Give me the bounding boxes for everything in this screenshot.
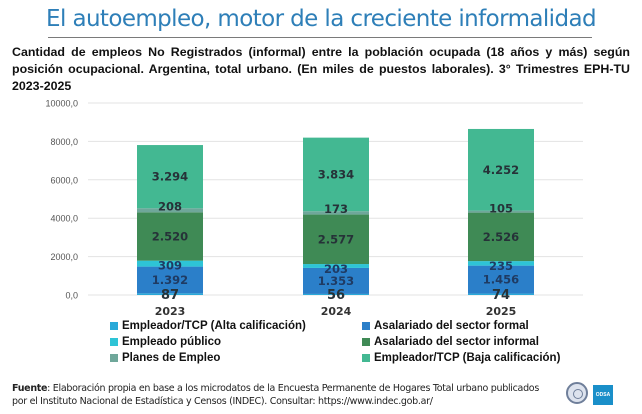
data-label: 173 <box>324 202 348 216</box>
x-tick-label: 2024 <box>321 305 352 318</box>
bar-segment <box>468 265 534 294</box>
legend-swatch <box>110 338 118 346</box>
bar-segment <box>137 212 203 261</box>
legend-item: Planes de Empleo <box>110 352 220 364</box>
bar-segment <box>303 293 369 295</box>
y-tick-label: 10000,0 <box>45 99 78 109</box>
y-tick-label: 8000,0 <box>50 137 78 147</box>
legend-swatch <box>362 354 370 362</box>
data-label: 3.294 <box>152 170 188 184</box>
legend-swatch <box>362 338 370 346</box>
university-seal-logo <box>566 382 588 404</box>
legend-item: Empleado público <box>110 336 221 348</box>
bar-segment <box>303 211 369 215</box>
source-note: Fuente: Elaboración propia en base a los… <box>12 382 552 408</box>
legend-label: Empleador/TCP (Baja calificación) <box>374 352 561 364</box>
bar-segment <box>137 208 203 213</box>
chart-subtitle: Cantidad de empleos No Registrados (info… <box>12 45 630 93</box>
legend-item: Empleador/TCP (Baja calificación) <box>362 352 560 364</box>
bar-segment <box>468 128 534 211</box>
y-tick-label: 4000,0 <box>50 214 78 224</box>
legend-label: Asalariado del sector informal <box>374 336 539 348</box>
data-label: 56 <box>327 288 345 303</box>
data-label: 203 <box>324 262 348 276</box>
source-label: Fuente <box>12 383 48 394</box>
bar-segment <box>303 214 369 265</box>
odsa-logo: ODSA <box>593 385 613 405</box>
data-label: 2.577 <box>318 232 354 246</box>
bar-segment <box>468 293 534 295</box>
data-label: 3.834 <box>318 167 354 181</box>
data-label: 309 <box>158 259 182 273</box>
legend-item: Empleador/TCP (Alta calificación) <box>110 320 306 332</box>
legend-swatch <box>110 354 118 362</box>
data-label: 74 <box>492 288 510 303</box>
bar-segment <box>137 293 203 295</box>
x-tick-label: 2025 <box>486 305 517 318</box>
data-label: 208 <box>158 199 182 213</box>
bar-segment <box>468 210 534 213</box>
bar-segment <box>137 266 203 294</box>
y-tick-label: 0,0 <box>65 291 78 301</box>
legend-label: Planes de Empleo <box>122 352 221 364</box>
data-label: 2.520 <box>152 229 188 243</box>
legend-item: Asalariado del sector formal <box>362 320 529 332</box>
title-divider <box>48 37 592 38</box>
source-text: : Elaboración propia en base a los micro… <box>12 383 539 407</box>
bar-segment <box>137 260 203 267</box>
x-tick-label: 2023 <box>155 305 186 318</box>
data-label: 1.353 <box>318 274 354 288</box>
legend-label: Empleado público <box>122 336 222 348</box>
data-label: 1.456 <box>483 273 519 287</box>
data-label: 2.526 <box>483 230 519 244</box>
page-title: El autoempleo, motor de la creciente inf… <box>46 6 597 32</box>
data-label: 87 <box>161 288 179 303</box>
bar-segment <box>303 137 369 212</box>
data-label: 235 <box>489 259 513 273</box>
legend-item: Asalariado del sector informal <box>362 336 539 348</box>
y-tick-label: 6000,0 <box>50 175 78 185</box>
bar-segment <box>303 264 369 268</box>
y-tick-label: 2000,0 <box>50 252 78 262</box>
bar-segment <box>468 212 534 262</box>
legend-label: Asalariado del sector formal <box>374 320 529 332</box>
bar-segment <box>137 145 203 209</box>
bar-segment <box>468 261 534 266</box>
data-label: 105 <box>489 202 513 216</box>
data-label: 4.252 <box>483 163 519 177</box>
legend-swatch <box>110 322 118 330</box>
legend-label: Empleador/TCP (Alta calificación) <box>122 320 306 332</box>
bar-segment <box>303 267 369 294</box>
legend-swatch <box>362 322 370 330</box>
data-label: 1.392 <box>152 273 188 287</box>
y-axis-ticks: 0,0 2000,0 4000,0 6000,0 8000,0 10000,0 <box>45 99 78 301</box>
x-axis-ticks: 2023 2024 2025 <box>155 305 517 318</box>
